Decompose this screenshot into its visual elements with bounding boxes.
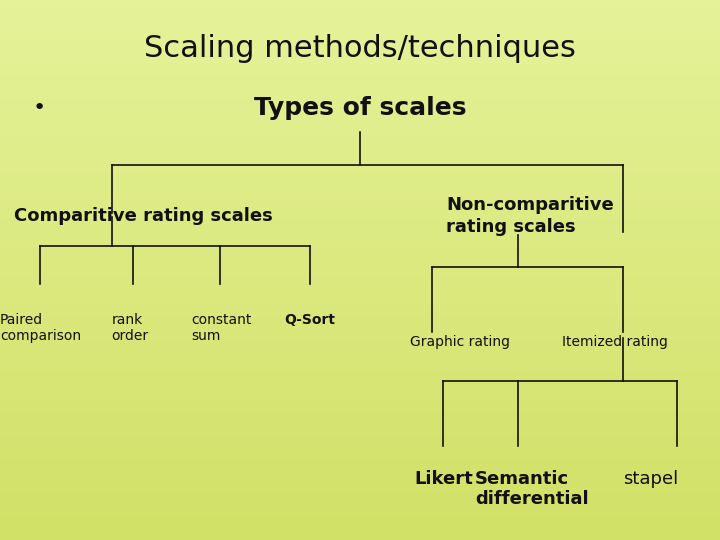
Text: Non-comparitive
rating scales: Non-comparitive rating scales	[446, 196, 614, 236]
Text: Comparitive rating scales: Comparitive rating scales	[14, 207, 273, 225]
Text: Q-Sort: Q-Sort	[284, 313, 336, 327]
Text: rank
order: rank order	[112, 313, 149, 343]
Text: Likert: Likert	[414, 470, 473, 488]
Text: Semantic
differential: Semantic differential	[475, 470, 589, 508]
Text: Types of scales: Types of scales	[253, 96, 467, 120]
Text: Graphic rating: Graphic rating	[410, 335, 510, 349]
Text: Scaling methods/techniques: Scaling methods/techniques	[144, 34, 576, 63]
Text: stapel: stapel	[623, 470, 678, 488]
Text: •: •	[33, 98, 46, 118]
Text: Paired
comparison: Paired comparison	[0, 313, 81, 343]
Text: Itemized rating: Itemized rating	[562, 335, 667, 349]
Text: constant
sum: constant sum	[191, 313, 251, 343]
